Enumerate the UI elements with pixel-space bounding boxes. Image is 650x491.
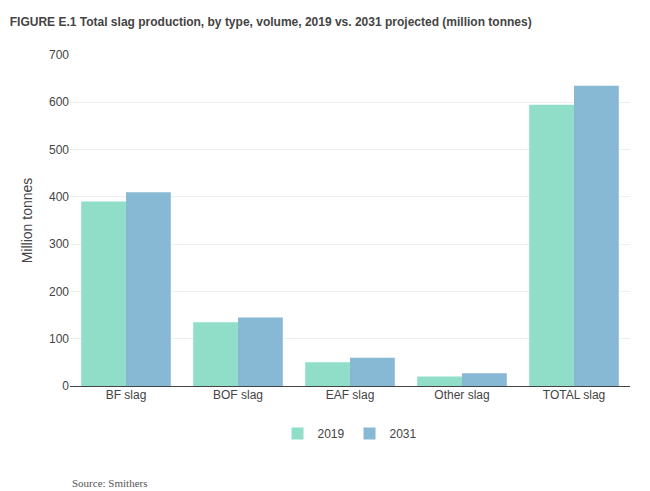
svg-text:TOTAL slag: TOTAL slag — [543, 388, 605, 402]
svg-text:2031: 2031 — [390, 427, 417, 441]
svg-text:Source: Smithers: Source: Smithers — [72, 477, 147, 489]
svg-text:400: 400 — [49, 190, 69, 204]
svg-text:700: 700 — [49, 48, 69, 62]
svg-text:Other slag: Other slag — [434, 388, 489, 402]
svg-text:Million tonnes: Million tonnes — [19, 178, 35, 264]
svg-text:2019: 2019 — [318, 427, 345, 441]
svg-text:EAF slag: EAF slag — [326, 388, 375, 402]
svg-text:BF slag: BF slag — [106, 388, 147, 402]
svg-text:FIGURE E.1 Total slag producti: FIGURE E.1 Total slag production, by typ… — [10, 15, 532, 29]
svg-text:500: 500 — [49, 143, 69, 157]
svg-text:0: 0 — [62, 379, 69, 393]
svg-text:300: 300 — [49, 237, 69, 251]
svg-text:600: 600 — [49, 95, 69, 109]
svg-text:BOF slag: BOF slag — [213, 388, 263, 402]
svg-text:100: 100 — [49, 332, 69, 346]
svg-text:200: 200 — [49, 285, 69, 299]
